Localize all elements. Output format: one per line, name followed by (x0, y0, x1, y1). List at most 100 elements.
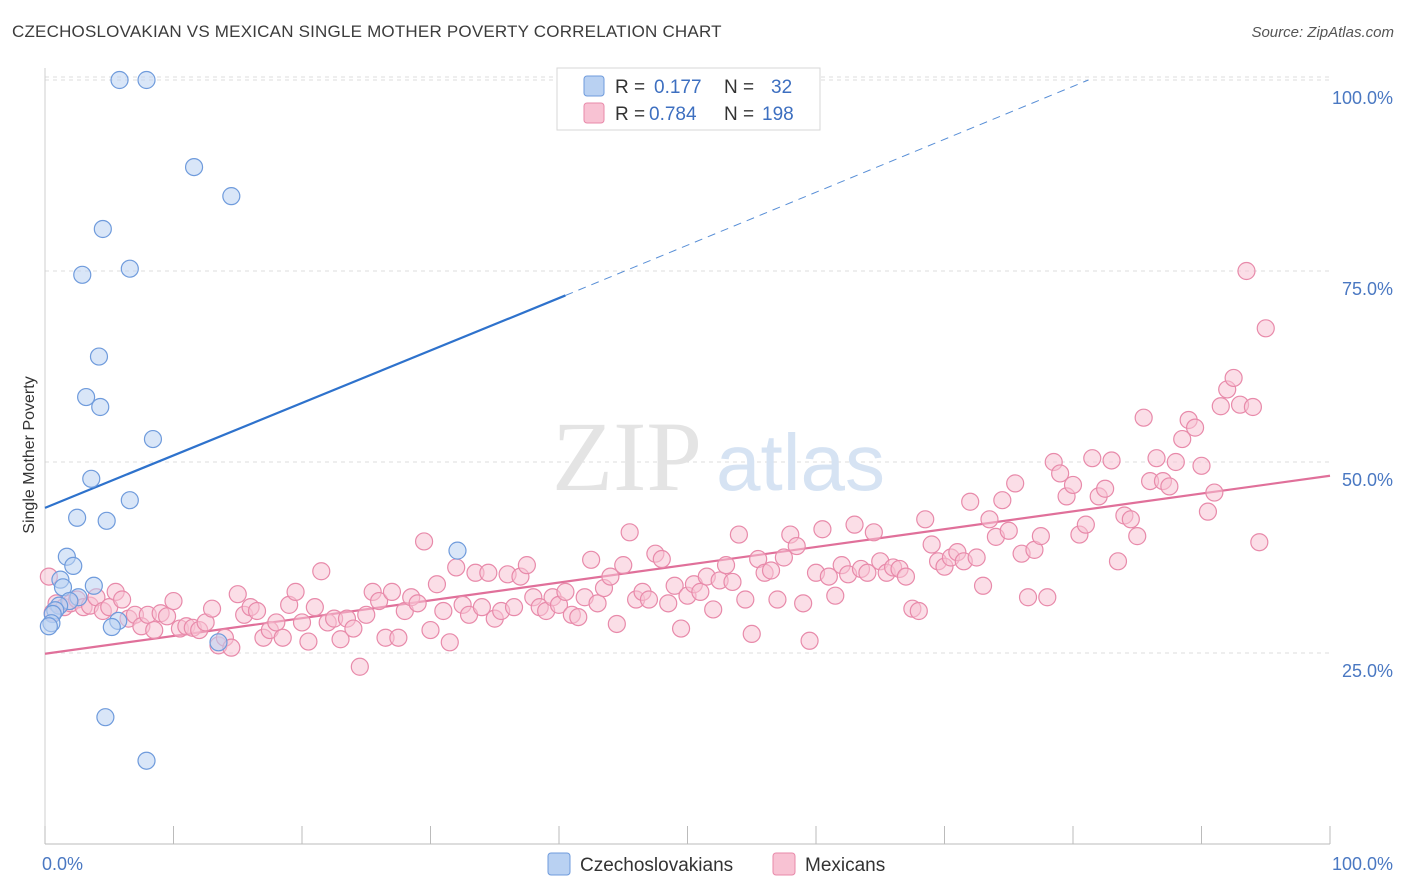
mexicans-point-115 (774, 548, 793, 567)
mexicans-point-89 (607, 614, 626, 634)
czechoslovakians-point-1 (137, 70, 156, 90)
mexicans-point-163 (1083, 449, 1102, 468)
mexicans-point-73 (504, 598, 524, 617)
mexicans-point-134 (896, 567, 916, 586)
mexicans-point-83 (569, 607, 588, 627)
mexicans-point-158 (1051, 464, 1070, 483)
mexicans-point-170 (1128, 527, 1147, 546)
mexicans-point-150 (999, 521, 1018, 540)
mexicans-point-189 (1250, 533, 1269, 552)
source-label: Source: ZipAtlas.com (1251, 24, 1394, 41)
mexicans-point-149 (993, 491, 1012, 510)
mexicans-point-181 (1198, 502, 1218, 521)
czechoslovakians-point-32 (137, 751, 156, 770)
legend-n-value-1: 32 (771, 77, 792, 98)
mexicans-point-94 (639, 590, 659, 609)
trend-line-czechoslovakians-extension (565, 79, 1089, 296)
mexicans-point-54 (382, 582, 402, 601)
mexicans-point-33 (247, 601, 267, 621)
x-tick-label-max: 100.0% (1332, 854, 1393, 874)
mexicans-point-175 (1160, 477, 1179, 496)
y-tick-labels: 25.0% 50.0% 75.0% 100.0% (1332, 88, 1393, 681)
mexicans-point-41 (299, 632, 318, 651)
mexicans-point-17 (145, 620, 164, 640)
watermark-zip: ZIP (552, 401, 702, 512)
mexicans-point-49 (350, 657, 369, 676)
bottom-legend: Czechoslovakians Mexicans (547, 852, 885, 876)
mexicans-point-40 (292, 613, 312, 632)
mexicans-point-81 (556, 582, 575, 601)
mexicans-point-91 (620, 523, 639, 542)
mexicans-point-171 (1134, 408, 1153, 427)
mexicans-point-62 (434, 601, 453, 621)
watermark-atlas: atlas (716, 418, 885, 507)
mexicans-point-46 (331, 630, 350, 649)
mexicans-point-48 (344, 619, 363, 638)
mexicans-point-188 (1243, 397, 1263, 417)
mexicans-point-113 (761, 561, 781, 580)
mexicans-point-58 (408, 594, 427, 613)
mexicans-point-177 (1173, 429, 1192, 449)
mexicans-point-136 (909, 601, 928, 621)
legend-r-label-2: R = (615, 104, 645, 125)
mexicans-point-59 (414, 532, 434, 551)
mexicans-point-63 (440, 633, 459, 652)
mexicans-point-153 (1018, 588, 1038, 607)
mexicans-point-55 (389, 628, 408, 647)
czechoslovakians-point-9 (91, 397, 110, 417)
mexicans-point-137 (916, 510, 935, 529)
mexicans-point-85 (582, 550, 601, 569)
bottom-legend-label-czechoslovakians: Czechoslovakians (580, 855, 733, 876)
mexicans-point-37 (273, 628, 292, 647)
y-tick-label-75: 75.0% (1342, 279, 1393, 299)
mexicans-point-60 (421, 620, 440, 640)
bottom-legend-swatch-pink (772, 852, 796, 876)
mexicans-point-119 (800, 631, 819, 650)
mexicans-point-75 (517, 556, 536, 575)
mexicans-point-121 (813, 520, 832, 539)
mexicans-point-147 (980, 510, 999, 529)
y-tick-label-25: 25.0% (1342, 661, 1393, 681)
mexicans-point-146 (973, 576, 993, 595)
mexicans-point-165 (1096, 479, 1115, 498)
mexicans-point-180 (1192, 456, 1211, 475)
czechoslovakians-point-28 (102, 617, 121, 637)
series-czechoslovakians (39, 70, 467, 770)
mexicans-point-138 (922, 535, 941, 554)
mexicans-point-69 (479, 563, 498, 582)
mexicans-point-167 (1108, 552, 1128, 571)
mexicans-point-90 (614, 556, 633, 575)
czechoslovakians-point-30 (448, 541, 467, 560)
trend-line-czechoslovakians (44, 294, 566, 509)
mexicans-point-104 (704, 600, 723, 619)
mexicans-point-96 (652, 549, 671, 569)
czechoslovakians-point-26 (39, 617, 58, 636)
czechoslovakians-point-19 (84, 576, 103, 595)
mexicans-point-128 (858, 563, 877, 582)
mexicans-point-12 (112, 590, 132, 609)
czechoslovakians-point-3 (222, 187, 241, 206)
mexicans-point-99 (671, 619, 691, 638)
axes (44, 68, 1331, 845)
trend-lines (44, 79, 1331, 655)
legend-r-label-1: R = (615, 77, 645, 98)
mexicans-point-129 (864, 523, 883, 542)
mexicans-point-36 (267, 613, 286, 632)
mexicans-point-155 (1031, 527, 1050, 546)
y-axis-label: Single Mother Poverty (21, 376, 38, 533)
mexicans-point-182 (1205, 483, 1224, 502)
mexicans-point-98 (665, 576, 684, 595)
czechoslovakians-point-6 (120, 259, 139, 278)
chart-title: CZECHOSLOVAKIAN VS MEXICAN SINGLE MOTHER… (12, 22, 722, 41)
legend-n-label-2: N = (724, 104, 754, 125)
legend-swatch-pink (583, 102, 605, 124)
mexicans-point-26 (202, 599, 222, 618)
mexicans-point-88 (601, 567, 620, 586)
legend-box: R = 0.177 N = 32 R = 0.784 N = 198 (556, 67, 821, 131)
czechoslovakians-point-31 (96, 708, 115, 727)
mexicans-point-151 (1006, 474, 1025, 493)
mexicans-point-126 (845, 515, 864, 534)
bottom-legend-swatch-blue (547, 852, 571, 876)
mexicans-point-107 (723, 572, 742, 592)
czechoslovakians-point-14 (97, 511, 116, 530)
